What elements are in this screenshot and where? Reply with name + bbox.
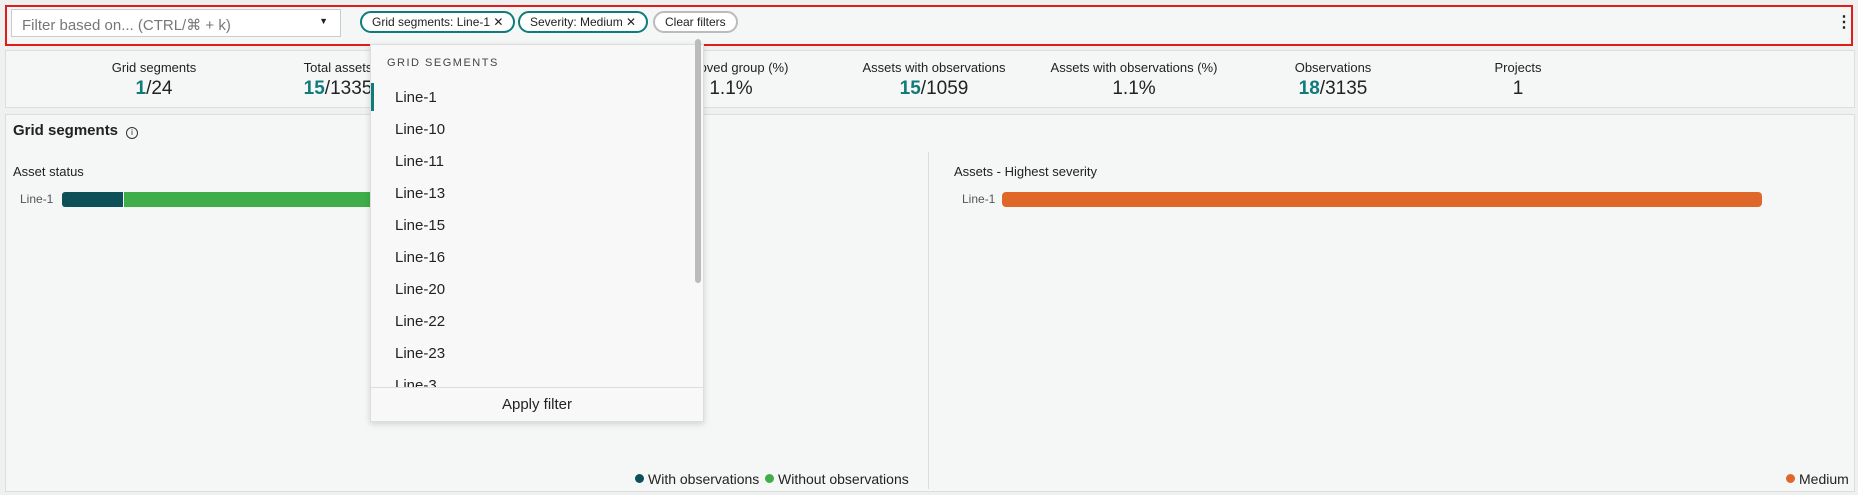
kpi: Total assets 15/1335 — [228, 60, 448, 100]
kpi-count: 1 — [1512, 78, 1524, 99]
kpi-total: /3135 — [1319, 78, 1368, 99]
kpi-label: Total assets — [303, 60, 373, 75]
kpi-value: 18/3135 — [1223, 78, 1443, 100]
kpi-label: Assets with observations — [862, 60, 1006, 75]
bar-segment — [62, 192, 123, 207]
category-label: Line-1 — [962, 192, 996, 206]
list: Line-1 Line-10 Line-11 Line-13 Line-15 Line-1… — [371, 75, 691, 387]
kpi-label: Projects — [1494, 60, 1542, 75]
panel — [5, 114, 1855, 492]
chip-text: Grid segments: Line-1 — [372, 15, 491, 29]
chip-text: Severity: Medium — [530, 15, 623, 29]
list-item[interactable]: Line-16 — [395, 249, 446, 266]
kpi: Observations 18/3135 — [1223, 60, 1443, 100]
list-item[interactable]: Line-13 — [395, 185, 446, 202]
kpi-value: 1.1% — [621, 78, 841, 100]
kpi: Projects 1 — [1408, 60, 1628, 100]
placeholder: Filter based on... (CTRL/⌘ + k) — [22, 17, 231, 34]
active-indicator — [371, 83, 374, 111]
kebab[interactable]: ⋮ — [1836, 14, 1852, 31]
kpi-value: 15/1335 — [228, 78, 448, 100]
divider — [928, 152, 929, 489]
kpi-value: 15/1059 — [824, 78, 1044, 100]
caret: ▼ — [319, 16, 328, 26]
legend-dot — [635, 474, 644, 483]
legend-label: With observations — [648, 471, 760, 487]
kpi: Assets with observations 15/1059 — [824, 60, 1044, 100]
list-item[interactable]: Line-20 — [395, 281, 446, 298]
list-item[interactable]: Line-3 — [395, 377, 437, 387]
separator — [371, 387, 703, 388]
kpi-value: 1.1% — [1024, 78, 1244, 100]
kpi-count: 1 — [135, 78, 147, 99]
list-item[interactable]: Line-15 — [395, 217, 446, 234]
category-label: Line-1 — [20, 192, 54, 206]
chart-title: Asset status — [13, 164, 84, 179]
filter-input[interactable]: Filter based on... (CTRL/⌘ + k) ▼ — [11, 9, 341, 37]
kpi-label: Assets with observations (%) — [1050, 60, 1218, 75]
kpi-count: 15 — [899, 78, 921, 99]
kpi-band — [5, 50, 1855, 108]
bar — [1002, 192, 1762, 207]
kpi-value: 1/24 — [44, 78, 264, 100]
kpi-total: /24 — [146, 78, 173, 99]
list-item[interactable]: Line-22 — [395, 313, 446, 330]
legend-label: Medium — [1799, 471, 1849, 487]
list-item[interactable]: Line-1 — [395, 89, 437, 106]
chart-title: Assets - Highest severity — [954, 164, 1098, 179]
kpi-total: /1059 — [920, 78, 969, 99]
chip[interactable]: Grid segments: Line-1 ✕ — [360, 11, 516, 33]
legend-dot — [765, 474, 774, 483]
panel-title: Grid segments — [13, 122, 119, 139]
legend-label: Without observations — [778, 471, 909, 487]
kpi-label: Observations — [1294, 60, 1372, 75]
kpi-total: /1335 — [324, 78, 373, 99]
dropdown-header: GRID SEGMENTS — [387, 57, 499, 69]
list-item[interactable]: Line-11 — [395, 153, 444, 170]
kpi-value: 1 — [1408, 78, 1628, 100]
kpi-count: 15 — [303, 78, 325, 99]
kpi-count: 1.1% — [1112, 78, 1156, 99]
list-item[interactable]: Line-10 — [395, 121, 446, 138]
list-item[interactable]: Line-23 — [395, 345, 446, 362]
legend-dot — [1786, 474, 1795, 483]
kpi-count: 1.1% — [709, 78, 753, 99]
scrollbar — [695, 39, 701, 283]
apply-button[interactable]: Apply filter — [501, 396, 573, 413]
clear-button[interactable]: Clear filters — [653, 11, 738, 33]
kpi-count: 18 — [1298, 78, 1320, 99]
chip[interactable]: Severity: Medium ✕ — [518, 11, 649, 33]
info-icon[interactable]: i — [126, 127, 138, 139]
kpi: Assets with observations (%) 1.1% — [1024, 60, 1244, 100]
kpi: Grid segments 1/24 — [44, 60, 264, 100]
clear-text: Clear filters — [665, 15, 726, 29]
dropdown: GRID SEGMENTS Line-1 Line-10 Line-11 Line-1… — [370, 39, 704, 422]
kpi-label: Grid segments — [111, 60, 197, 75]
